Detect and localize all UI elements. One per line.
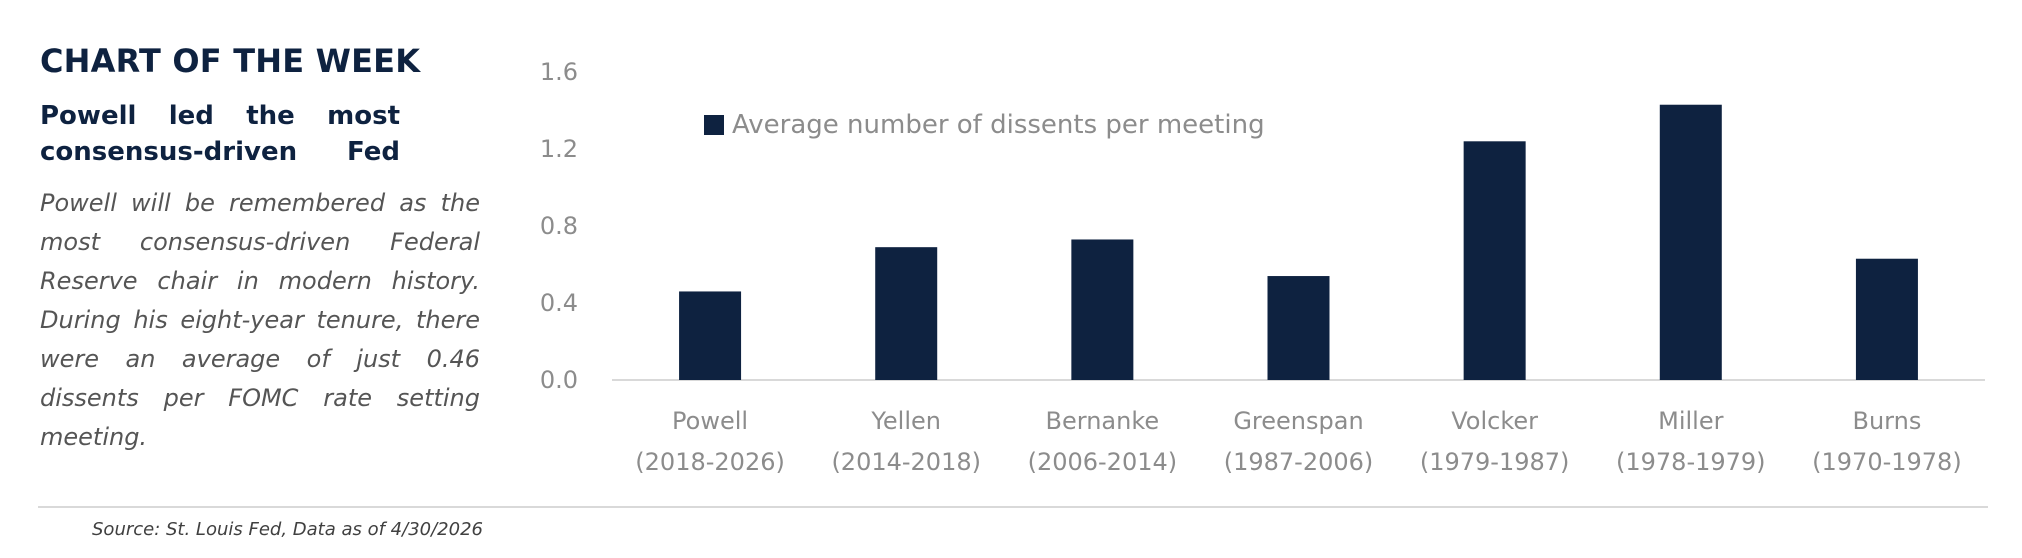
bar — [1463, 141, 1526, 380]
description-text: Powell will be remembered as the most co… — [40, 189, 480, 451]
bar — [875, 247, 938, 380]
x-tick-label: Greenspan — [1233, 407, 1363, 435]
footer-divider — [38, 506, 1988, 508]
x-tick-label: Miller — [1658, 407, 1723, 435]
bar-chart: 0.0 0.4 0.8 1.2 1.6 Powell (2018-2026) Yellen (2… — [540, 58, 1985, 476]
text-panel: CHART OF THE WEEK Powell led the most co… — [40, 42, 480, 457]
x-tick-label: (1979-1987) — [1420, 448, 1570, 476]
chart-subtitle: Powell led the most consensus-driven Fed — [40, 101, 400, 167]
bar — [1267, 276, 1330, 380]
page-title: CHART OF THE WEEK — [40, 42, 421, 80]
x-tick-label: Powell — [672, 407, 748, 435]
bar — [679, 291, 742, 380]
x-tick-label: (2018-2026) — [635, 448, 785, 476]
y-tick-label: 0.0 — [540, 366, 578, 394]
bar — [1659, 104, 1722, 380]
x-tick-label: (1987-2006) — [1224, 448, 1374, 476]
x-tick-label: Burns — [1853, 407, 1922, 435]
x-tick-label: Yellen — [870, 407, 941, 435]
y-tick-label: 1.2 — [540, 135, 578, 163]
bar — [1855, 258, 1918, 380]
x-tick-label: Volcker — [1451, 407, 1538, 435]
x-tick-label: Bernanke — [1046, 407, 1160, 435]
y-tick-label: 1.6 — [540, 58, 578, 86]
source-note: Source: St. Louis Fed, Data as of 4/30/2… — [92, 519, 483, 540]
x-tick-label: (2014-2018) — [831, 448, 981, 476]
y-tick-label: 0.8 — [540, 212, 578, 240]
x-tick-label: (1978-1979) — [1616, 448, 1766, 476]
x-tick-label: (2006-2014) — [1028, 448, 1178, 476]
y-tick-label: 0.4 — [540, 289, 578, 317]
x-tick-label: (1970-1978) — [1812, 448, 1962, 476]
legend-swatch — [704, 115, 724, 135]
bar — [1071, 239, 1134, 380]
legend-label: Average number of dissents per meeting — [732, 110, 1265, 140]
